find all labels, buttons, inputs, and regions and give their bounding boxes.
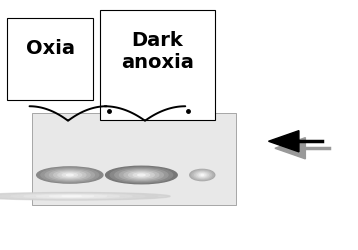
Ellipse shape [115,168,168,181]
Ellipse shape [190,170,215,180]
Ellipse shape [0,193,158,200]
FancyBboxPatch shape [100,10,215,120]
Ellipse shape [41,168,99,182]
Ellipse shape [11,194,132,198]
Ellipse shape [62,173,77,177]
Ellipse shape [120,170,163,180]
FancyBboxPatch shape [32,112,236,205]
Ellipse shape [24,194,120,198]
Ellipse shape [191,170,213,180]
Ellipse shape [58,172,82,178]
Ellipse shape [110,168,173,182]
Ellipse shape [201,174,203,176]
Ellipse shape [195,172,210,178]
Ellipse shape [0,194,145,199]
FancyBboxPatch shape [7,18,93,100]
Ellipse shape [196,172,208,178]
Text: Oxia: Oxia [26,39,74,58]
Text: Dark
anoxia: Dark anoxia [121,31,194,72]
Ellipse shape [45,169,95,181]
Ellipse shape [198,173,207,177]
Ellipse shape [193,171,212,179]
Ellipse shape [133,173,150,177]
Ellipse shape [49,170,90,180]
Ellipse shape [129,172,154,178]
Ellipse shape [37,167,103,183]
Ellipse shape [124,171,159,179]
Ellipse shape [37,195,107,198]
Polygon shape [275,138,305,159]
Polygon shape [268,130,299,152]
Ellipse shape [138,174,145,176]
Ellipse shape [54,171,86,179]
Ellipse shape [67,174,73,176]
Ellipse shape [49,196,94,197]
Ellipse shape [0,192,170,200]
Ellipse shape [199,174,205,176]
Ellipse shape [106,166,177,184]
